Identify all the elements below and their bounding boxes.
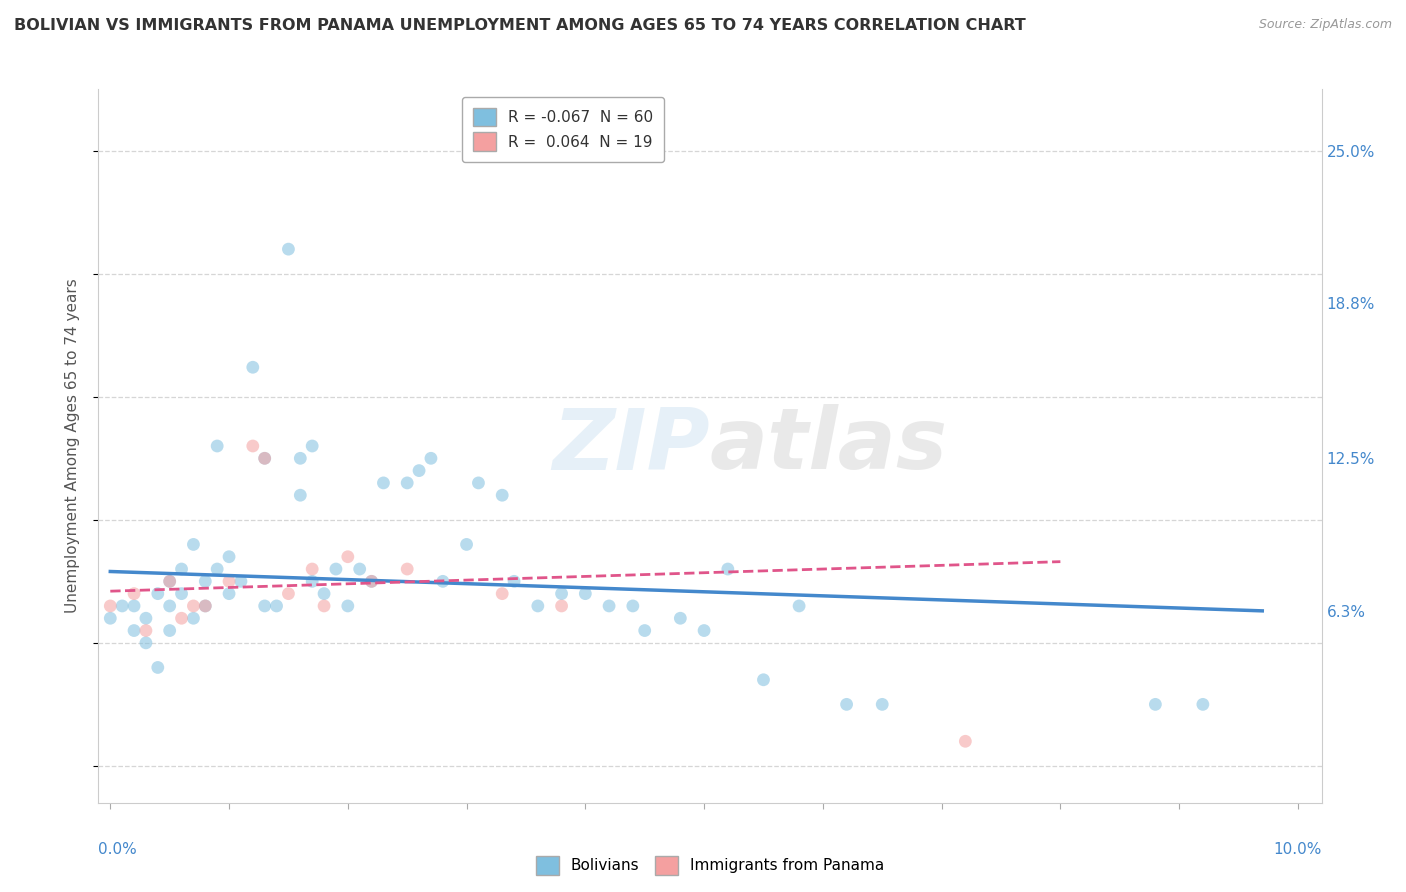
Point <box>835 698 858 712</box>
Point <box>135 636 157 650</box>
Point <box>159 574 181 589</box>
Text: ZIP: ZIP <box>553 404 710 488</box>
Point <box>349 562 371 576</box>
Point <box>135 611 157 625</box>
Point <box>253 451 276 466</box>
Text: atlas: atlas <box>710 404 948 488</box>
Point <box>135 624 157 638</box>
Point <box>574 587 596 601</box>
Point <box>467 475 489 490</box>
Point <box>98 611 121 625</box>
Point <box>253 599 276 613</box>
Point <box>598 599 620 613</box>
Point <box>159 599 181 613</box>
Point <box>290 451 312 466</box>
Point <box>122 599 145 613</box>
Point <box>170 587 193 601</box>
Point <box>170 562 193 576</box>
Point <box>787 599 810 613</box>
Point <box>325 562 347 576</box>
Point <box>527 599 550 613</box>
Point <box>183 599 205 613</box>
Point <box>242 439 264 453</box>
Point <box>159 624 181 638</box>
Point <box>870 698 893 712</box>
Point <box>717 562 740 576</box>
Text: 0.0%: 0.0% <box>98 842 138 857</box>
Point <box>205 562 228 576</box>
Point <box>159 574 181 589</box>
Point <box>194 574 217 589</box>
Point <box>183 611 205 625</box>
Point <box>634 624 657 638</box>
Point <box>360 574 382 589</box>
Point <box>205 439 228 453</box>
Point <box>336 599 359 613</box>
Point <box>1192 698 1215 712</box>
Point <box>218 587 240 601</box>
Point <box>550 587 572 601</box>
Point <box>621 599 644 613</box>
Point <box>491 488 513 502</box>
Point <box>194 599 217 613</box>
Point <box>312 587 335 601</box>
Point <box>550 599 572 613</box>
Point <box>229 574 252 589</box>
Point <box>277 587 299 601</box>
Point <box>98 599 121 613</box>
Point <box>301 439 323 453</box>
Point <box>752 673 775 687</box>
Point <box>456 537 478 551</box>
Point <box>146 587 169 601</box>
Y-axis label: Unemployment Among Ages 65 to 74 years: Unemployment Among Ages 65 to 74 years <box>65 278 80 614</box>
Point <box>301 574 323 589</box>
Point <box>491 587 513 601</box>
Point <box>194 599 217 613</box>
Point <box>312 599 335 613</box>
Point <box>693 624 716 638</box>
Point <box>111 599 134 613</box>
Text: 10.0%: 10.0% <box>1274 842 1322 857</box>
Legend: Bolivians, Immigrants from Panama: Bolivians, Immigrants from Panama <box>530 850 890 880</box>
Point <box>396 562 419 576</box>
Point <box>373 475 395 490</box>
Text: BOLIVIAN VS IMMIGRANTS FROM PANAMA UNEMPLOYMENT AMONG AGES 65 TO 74 YEARS CORREL: BOLIVIAN VS IMMIGRANTS FROM PANAMA UNEMP… <box>14 18 1026 33</box>
Point <box>432 574 454 589</box>
Point <box>301 562 323 576</box>
Point <box>290 488 312 502</box>
Point <box>360 574 382 589</box>
Point <box>146 660 169 674</box>
Point <box>277 242 299 256</box>
Point <box>266 599 288 613</box>
Point <box>218 549 240 564</box>
Point <box>408 464 430 478</box>
Point <box>669 611 692 625</box>
Point <box>242 360 264 375</box>
Point <box>183 537 205 551</box>
Point <box>253 451 276 466</box>
Point <box>420 451 443 466</box>
Point <box>170 611 193 625</box>
Point <box>503 574 526 589</box>
Point <box>1144 698 1167 712</box>
Point <box>218 574 240 589</box>
Point <box>336 549 359 564</box>
Text: Source: ZipAtlas.com: Source: ZipAtlas.com <box>1258 18 1392 31</box>
Point <box>122 587 145 601</box>
Point <box>122 624 145 638</box>
Point <box>396 475 419 490</box>
Point <box>955 734 977 748</box>
